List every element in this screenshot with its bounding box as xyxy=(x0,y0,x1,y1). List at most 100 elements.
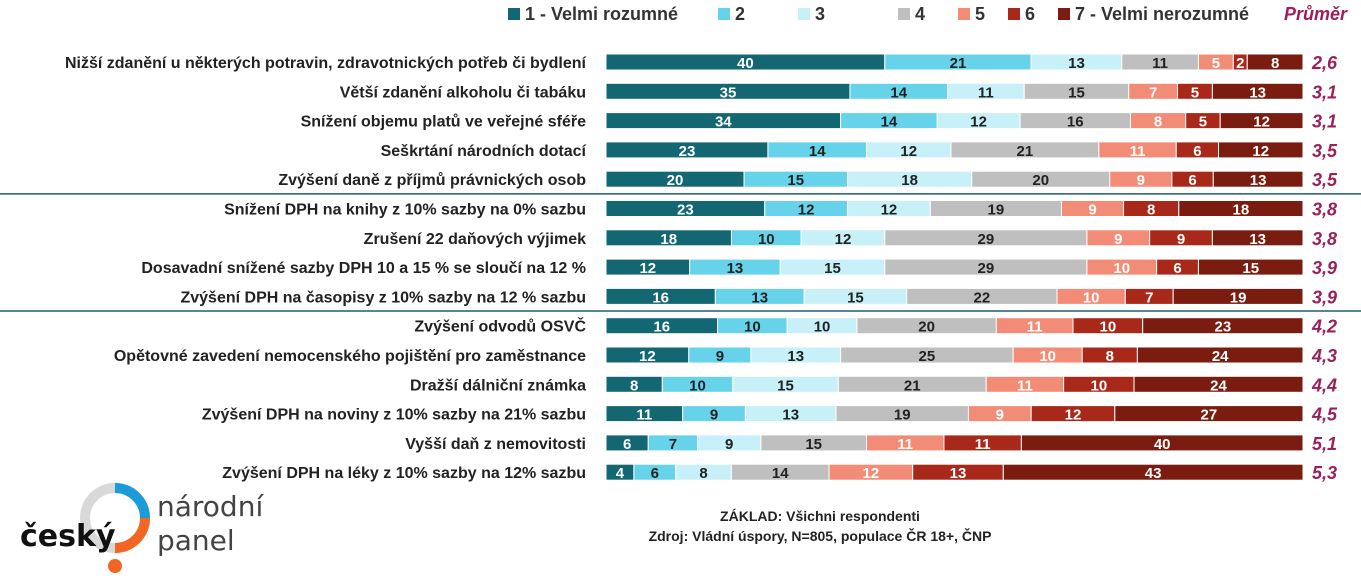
segment-value-label: 12 xyxy=(1253,114,1270,131)
segment-value-label: 15 xyxy=(1242,260,1259,277)
segment-value-label: 5 xyxy=(1212,55,1220,72)
segment-value-label: 25 xyxy=(919,348,936,365)
segment-value-label: 20 xyxy=(918,319,935,336)
segment-value-label: 9 xyxy=(1114,231,1122,248)
row-label: Opětovné zavedení nemocenského pojištění… xyxy=(114,348,586,365)
segment-value-label: 6 xyxy=(651,465,659,482)
row-label: Snížení DPH na knihy z 10% sazby na 0% s… xyxy=(224,202,586,219)
row-label: Zvýšení daně z příjmů právnických osob xyxy=(278,172,586,189)
row-label: Větší zdanění alkoholu či tabáku xyxy=(340,84,586,101)
segment-value-label: 12 xyxy=(1252,143,1269,160)
segment-value-label: 13 xyxy=(950,465,967,482)
legend-swatch-5 xyxy=(958,8,970,20)
average-value: 3,9 xyxy=(1312,287,1337,307)
segment-value-label: 11 xyxy=(1152,55,1168,72)
cesky-narodni-panel-logo: český národní panel xyxy=(20,483,264,573)
segment-value-label: 14 xyxy=(881,114,898,131)
segment-value-label: 10 xyxy=(1090,377,1107,394)
segment-value-label: 8 xyxy=(1154,114,1162,131)
segment-value-label: 9 xyxy=(725,436,733,453)
legend-swatch-6 xyxy=(1008,8,1020,20)
segment-value-label: 23 xyxy=(677,202,694,219)
segment-value-label: 43 xyxy=(1145,465,1162,482)
source-note: Zdroj: Vládní úspory, N=805, populace ČR… xyxy=(648,528,992,544)
average-value: 3,1 xyxy=(1312,112,1337,132)
segment-value-label: 12 xyxy=(1065,407,1082,424)
segment-value-label: 11 xyxy=(1027,319,1043,336)
segment-value-label: 15 xyxy=(824,260,841,277)
segment-value-label: 12 xyxy=(798,202,815,219)
row-label: Zvýšení DPH na noviny z 10% sazby na 21%… xyxy=(202,407,586,424)
average-value: 4,5 xyxy=(1311,405,1338,425)
segment-value-label: 5 xyxy=(1191,84,1199,101)
segment-value-label: 11 xyxy=(975,436,991,453)
segment-value-label: 29 xyxy=(978,231,995,248)
segment-value-label: 12 xyxy=(639,260,656,277)
segment-value-label: 8 xyxy=(630,377,638,394)
bar-segment xyxy=(1211,82,1304,100)
segment-value-label: 20 xyxy=(1032,172,1049,189)
segment-value-label: 8 xyxy=(1147,202,1155,219)
legend-label-3: 3 xyxy=(815,4,825,24)
segment-value-label: 6 xyxy=(623,436,631,453)
segment-value-label: 2 xyxy=(1236,55,1244,72)
average-value: 4,3 xyxy=(1311,346,1337,366)
segment-value-label: 21 xyxy=(950,55,967,72)
legend-swatch-4 xyxy=(898,8,910,20)
bar-segment xyxy=(1246,53,1304,71)
row-label: Dosavadní snížené sazby DPH 10 a 15 % se… xyxy=(141,260,586,277)
legend-swatch-3 xyxy=(798,8,810,20)
segment-value-label: 12 xyxy=(900,143,917,160)
average-value: 5,3 xyxy=(1312,463,1337,483)
logo-word-narodni: národní xyxy=(157,490,264,523)
average-value: 3,9 xyxy=(1312,258,1337,278)
segment-value-label: 13 xyxy=(782,407,799,424)
average-value: 5,1 xyxy=(1312,434,1337,454)
segment-value-label: 34 xyxy=(715,114,732,131)
segment-value-label: 15 xyxy=(1068,84,1085,101)
segment-value-label: 9 xyxy=(1177,231,1185,248)
row-label: Seškrtání národních dotací xyxy=(381,143,587,160)
segment-value-label: 16 xyxy=(1067,114,1084,131)
segment-value-label: 8 xyxy=(1106,348,1114,365)
segment-value-label: 10 xyxy=(744,319,761,336)
segment-value-label: 14 xyxy=(890,84,907,101)
segment-value-label: 6 xyxy=(1188,172,1196,189)
bar-segment xyxy=(1142,317,1304,335)
segment-value-label: 9 xyxy=(1088,202,1096,219)
segment-value-label: 6 xyxy=(1173,260,1181,277)
segment-value-label: 10 xyxy=(1113,260,1130,277)
segment-value-label: 10 xyxy=(689,377,706,394)
segment-value-label: 12 xyxy=(970,114,987,131)
segment-value-label: 19 xyxy=(988,202,1005,219)
segment-value-label: 5 xyxy=(1199,114,1207,131)
segment-value-label: 8 xyxy=(1271,55,1279,72)
segment-value-label: 10 xyxy=(1099,319,1116,336)
bar-segment xyxy=(1219,112,1304,130)
row-label: Zvýšení DPH na léky z 10% sazby na 12% s… xyxy=(222,465,586,482)
segment-value-label: 23 xyxy=(679,143,696,160)
average-value: 4,2 xyxy=(1311,317,1337,337)
segment-value-label: 11 xyxy=(1130,143,1146,160)
segment-value-label: 40 xyxy=(1154,436,1171,453)
bar-segment xyxy=(1211,229,1304,247)
bar-segment xyxy=(1114,405,1304,423)
segment-value-label: 9 xyxy=(710,407,718,424)
logo-word-panel: panel xyxy=(157,524,235,557)
segment-value-label: 9 xyxy=(1137,172,1145,189)
average-value: 3,5 xyxy=(1312,141,1338,161)
bar-segment xyxy=(1172,287,1304,305)
average-value: 3,5 xyxy=(1312,170,1338,190)
segment-value-label: 11 xyxy=(1017,377,1033,394)
segment-value-label: 13 xyxy=(727,260,744,277)
bar-segment xyxy=(1002,463,1304,481)
logo-dot xyxy=(108,559,122,573)
segment-value-label: 12 xyxy=(639,348,656,365)
legend-label-6: 6 xyxy=(1025,4,1035,24)
row-label: Snížení objemu platů ve veřejné sféře xyxy=(301,114,587,131)
segment-value-label: 40 xyxy=(737,55,754,72)
bar-segment xyxy=(1218,141,1304,159)
average-value: 3,1 xyxy=(1312,82,1337,102)
segment-value-label: 6 xyxy=(1193,143,1201,160)
average-value: 2,6 xyxy=(1311,53,1338,73)
